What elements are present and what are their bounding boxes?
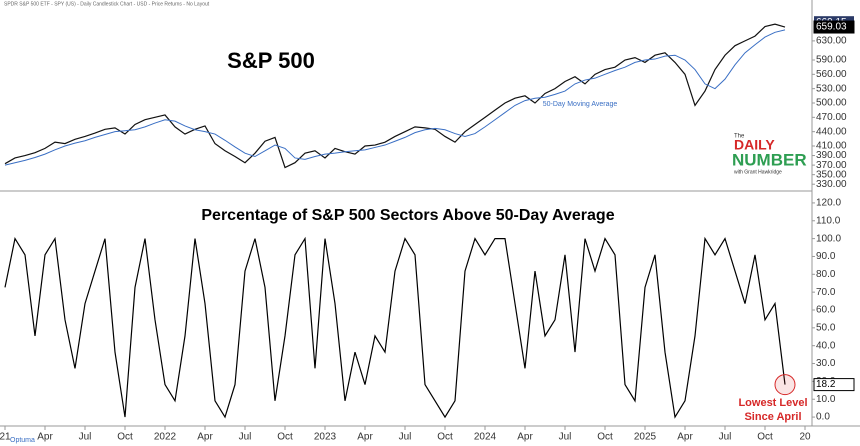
x-tick-label: Jul [559,432,572,443]
y-tick-label: 370.00 [816,160,847,171]
footer: Optuma [10,437,35,444]
data-line [4,23,786,169]
logo-text: with Grant Hawkridge [734,169,782,175]
logo-text: DAILY [734,137,775,153]
x-tick-label: 2024 [474,432,497,443]
logo-text: The [734,134,745,140]
highlight-circle [774,374,796,396]
x-tick-label: Apr [357,432,373,443]
value-box [813,20,855,34]
y-tick-label: 560.00 [816,69,847,80]
y-tick-label: 350.00 [816,169,847,180]
y-tick-label: 440.00 [816,126,847,137]
y-tick-label: 80.0 [816,269,836,280]
value-label: 18.2 [816,379,836,390]
x-tick-label: 20 [799,432,811,443]
y-tick-label: 0.0 [816,412,830,423]
y-tick-label: 410.00 [816,141,847,152]
logo-text: NUMBER [732,150,807,169]
x-tick-label: Jul [719,432,732,443]
y-tick-label: 50.0 [816,322,836,333]
x-tick-label: Apr [517,432,533,443]
x-tick-label: Jul [79,432,92,443]
y-tick-label: 40.0 [816,340,836,351]
y-tick-label: 100.0 [816,233,841,244]
y-tick-label: 120.0 [816,198,841,209]
y-tick-label: 110.0 [816,215,841,226]
x-tick-label: Oct [437,432,453,443]
y-tick-label: 500.00 [816,98,847,109]
x-tick-label: Jul [239,432,252,443]
x-tick-label: 21 [0,432,11,443]
x-tick-label: 2025 [634,432,657,443]
x-tick-label: Apr [677,432,693,443]
x-tick-label: Oct [597,432,613,443]
y-tick-label: 70.0 [816,287,836,298]
y-tick-label: 530.00 [816,83,847,94]
x-tick-label: Apr [37,432,53,443]
value-label: 659.03 [816,22,847,33]
x-tick-label: Apr [197,432,213,443]
x-tick-label: 2023 [314,432,337,443]
x-tick-label: 2022 [154,432,177,443]
y-tick-label: 470.00 [816,112,847,123]
x-tick-label: Jul [399,432,412,443]
header: SPDR S&P 500 ETF - SPY (US) - Daily Cand… [4,1,210,7]
annotation: Lowest Level Since April [738,397,808,423]
x-tick-label: Oct [117,432,133,443]
data-line [4,236,786,419]
value-box [813,378,855,392]
x-tick-label: Oct [757,432,773,443]
y-tick-label: 630.00 [816,36,847,47]
chart-title: S&P 500 [227,48,315,73]
y-tick-label: 10.0 [816,394,836,405]
y-tick-label: 330.00 [816,179,847,190]
y-tick-label: 90.0 [816,251,836,262]
data-line [4,29,786,166]
x-tick-label: Oct [277,432,293,443]
chart-title: Percentage of S&P 500 Sectors Above 50-D… [201,207,614,224]
y-tick-label: 60.0 [816,305,836,316]
series-label: 50-Day Moving Average [543,101,618,108]
y-tick-label: 30.0 [816,358,836,369]
y-tick-label: 390.00 [816,150,847,161]
y-tick-label: 590.00 [816,55,847,66]
